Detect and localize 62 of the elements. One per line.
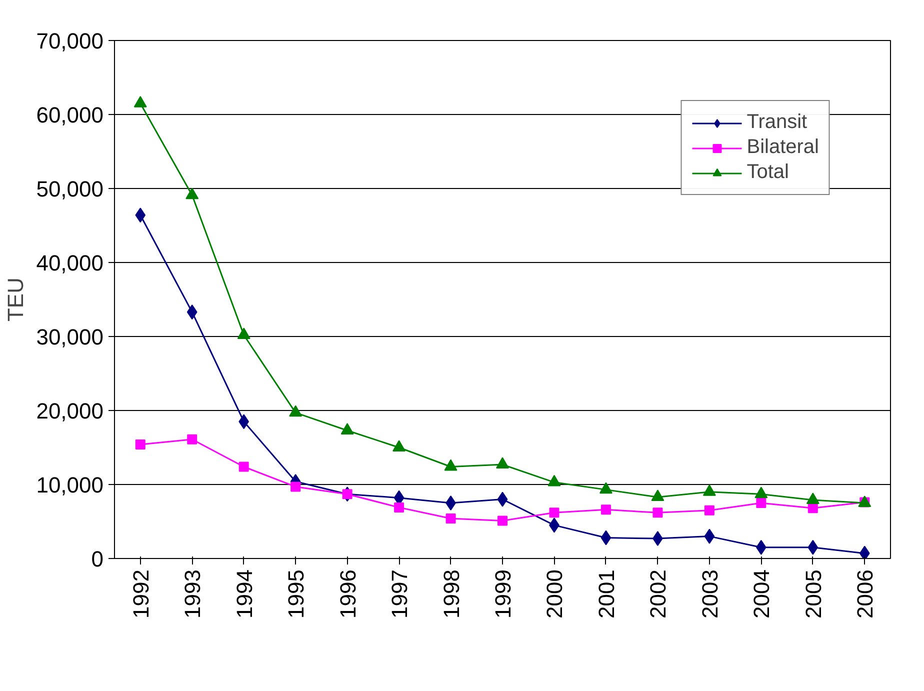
x-tick-label: 1993 [180, 569, 206, 618]
point [186, 304, 198, 320]
y-tick-label: 60,000 [36, 102, 104, 128]
x-tick-label: 1992 [128, 569, 154, 618]
point [444, 459, 458, 471]
point [290, 482, 301, 492]
x-tick-label: 1995 [284, 569, 309, 618]
point [548, 474, 561, 486]
point [859, 546, 870, 558]
point [704, 528, 715, 544]
point [342, 489, 352, 500]
y-tick-label: 50,000 [36, 176, 104, 202]
x-tick-label: 2004 [749, 569, 774, 618]
point [549, 508, 560, 518]
point [600, 504, 611, 515]
point [446, 496, 456, 510]
point [496, 457, 509, 468]
y-tick-label: 30,000 [36, 324, 104, 350]
x-tick-label: 2001 [594, 569, 619, 618]
legend-label: Transit [746, 111, 808, 134]
y-tick-label: 40,000 [36, 250, 104, 276]
x-tick-label: 1998 [438, 569, 464, 618]
legend-label: Bilateral [746, 136, 819, 159]
x-tick-label: 2006 [852, 569, 878, 618]
legend-label: Total [746, 161, 789, 184]
y-tick-label: 0 [91, 546, 104, 572]
x-tick-label: 1994 [232, 569, 257, 618]
x-tick-label: 1999 [490, 569, 516, 618]
point [446, 514, 456, 524]
point [651, 490, 664, 502]
y-tick-label: 20,000 [36, 398, 104, 424]
point [134, 96, 147, 108]
point [806, 492, 820, 504]
x-tick-label: 2005 [800, 569, 826, 618]
point [497, 492, 508, 507]
x-tick-label: 2003 [697, 569, 722, 618]
point [238, 462, 249, 472]
point [599, 482, 612, 494]
point [808, 503, 818, 514]
point [135, 440, 146, 450]
point [704, 505, 714, 516]
point [702, 484, 716, 496]
y-tick-label: 10,000 [36, 472, 104, 498]
point [289, 405, 302, 417]
x-tick-label: 1997 [387, 569, 412, 618]
point [498, 516, 508, 526]
point [237, 328, 250, 339]
point [392, 440, 406, 452]
x-tick-label: 2002 [646, 569, 671, 618]
point [340, 423, 354, 434]
point [756, 498, 766, 508]
point [600, 530, 612, 546]
x-tick-label: 2000 [542, 569, 568, 618]
y-tick-label: 70,000 [36, 28, 104, 54]
point [394, 502, 404, 512]
point [652, 508, 663, 518]
point [754, 486, 768, 498]
point [187, 434, 198, 444]
point [186, 188, 199, 200]
point [808, 540, 818, 555]
x-tick-label: 1996 [335, 569, 360, 618]
y-axis-title: TEU [3, 278, 28, 322]
